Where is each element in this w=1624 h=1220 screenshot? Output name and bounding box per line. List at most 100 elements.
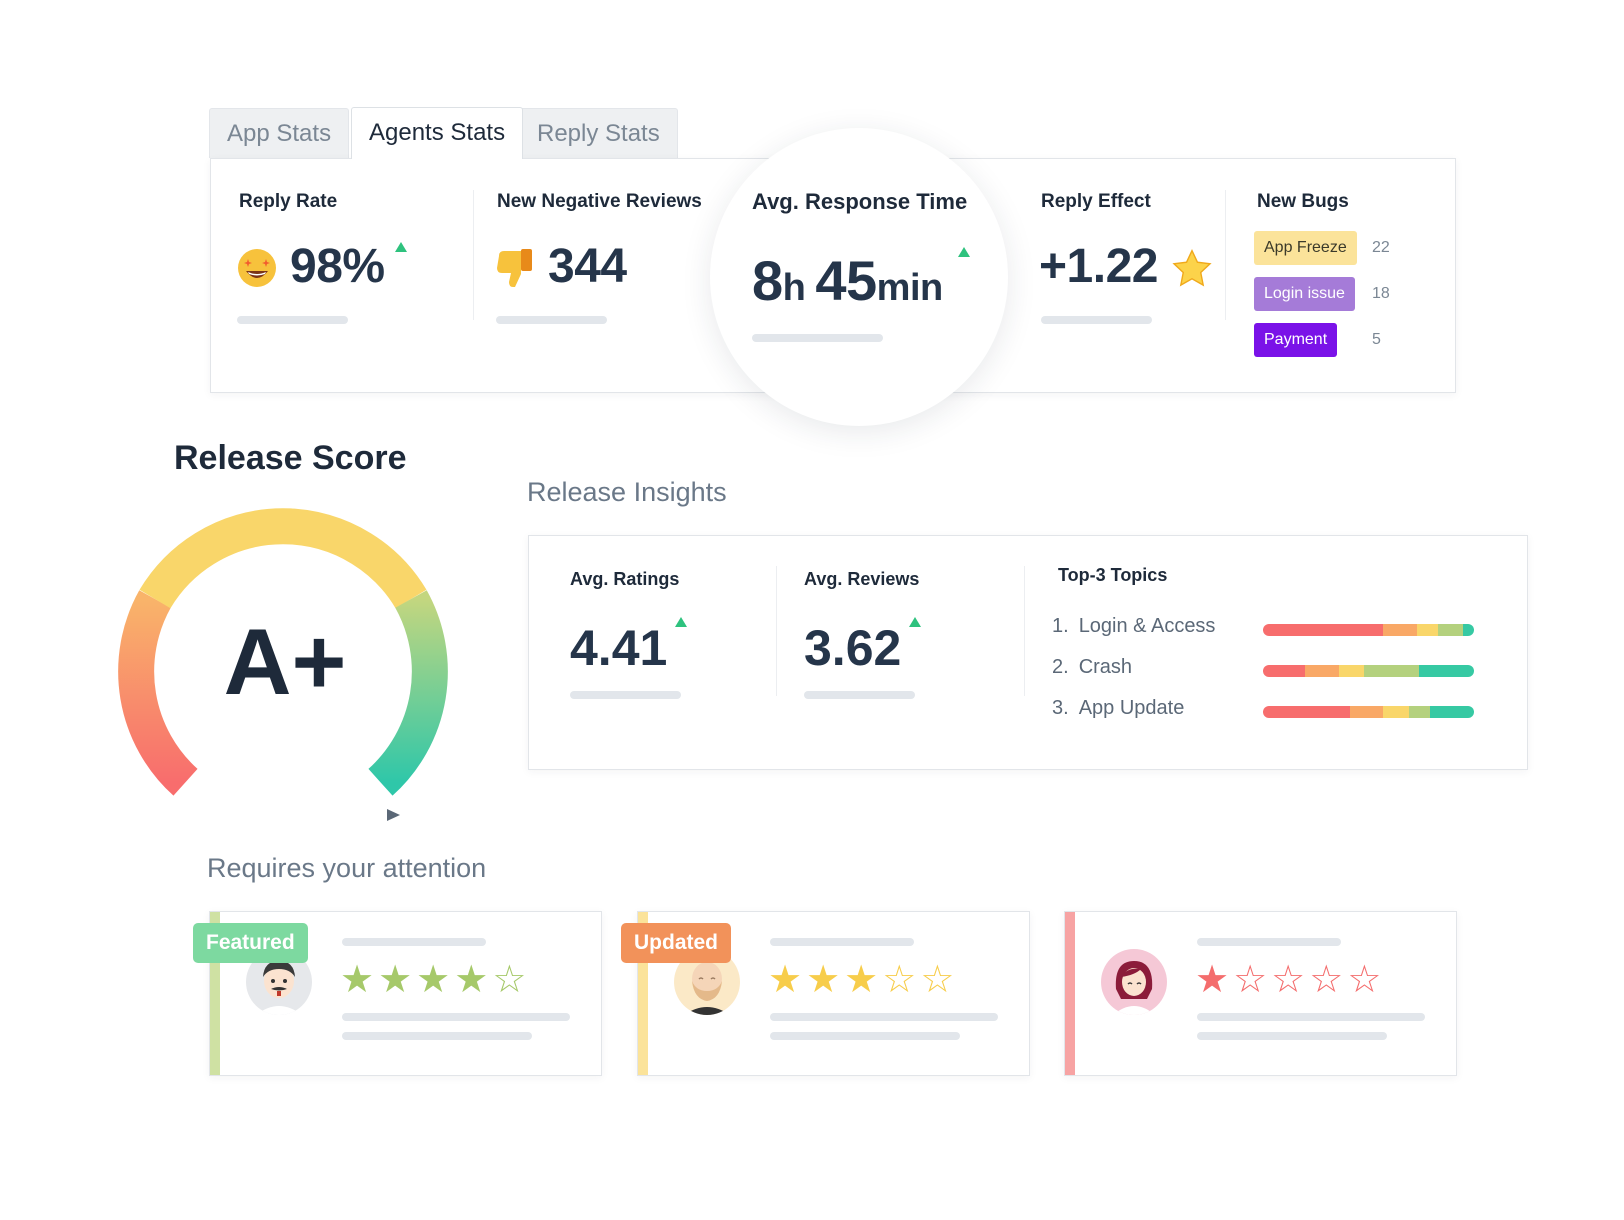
- new-bugs-label: New Bugs: [1257, 191, 1349, 212]
- star-filled-icon: ★: [806, 959, 845, 1001]
- skeleton-line: [237, 316, 348, 324]
- skeleton-line: [496, 316, 607, 324]
- response-time-value: 8h 45min: [752, 249, 943, 312]
- bar-segment: [1263, 665, 1306, 677]
- topic-row: 2. Crash: [1052, 656, 1132, 679]
- star-filled-icon: ★: [378, 959, 417, 1001]
- star-filled-icon: ★: [454, 959, 493, 1001]
- bar-segment: [1263, 706, 1350, 718]
- bar-segment: [1419, 665, 1474, 677]
- star-filled-icon: ★: [416, 959, 455, 1001]
- topic-row: 1. Login & Access: [1052, 615, 1215, 638]
- bug-count: 18: [1372, 285, 1390, 302]
- release-insights-panel: [528, 535, 1528, 770]
- topic-name: Crash: [1078, 656, 1133, 678]
- bug-tag[interactable]: Payment: [1254, 323, 1338, 357]
- bar-segment: [1463, 624, 1474, 636]
- star-filled-icon: ★: [1195, 959, 1234, 1001]
- release-score-title: Release Score: [174, 439, 407, 477]
- topic-name: App Update: [1078, 697, 1185, 719]
- reply-rate-label: Reply Rate: [239, 191, 338, 212]
- bug-tag[interactable]: App Freeze: [1254, 231, 1357, 265]
- divider: [473, 190, 474, 320]
- topic-sentiment-bar: [1263, 706, 1474, 718]
- avg-reviews-label: Avg. Reviews: [804, 569, 920, 589]
- negative-reviews-label: New Negative Reviews: [497, 191, 702, 212]
- skeleton-line: [770, 1013, 998, 1021]
- top-topics-label: Top-3 Topics: [1058, 565, 1168, 585]
- star-struck-emoji-icon: [236, 247, 278, 289]
- star-empty-icon: ☆: [1233, 959, 1272, 1001]
- skeleton-line: [342, 938, 486, 946]
- bug-tag[interactable]: Login issue: [1254, 277, 1355, 311]
- star-rating: ★★★☆☆: [768, 960, 958, 1000]
- avg-ratings-value: 4.41: [570, 620, 668, 676]
- skeleton-line: [1041, 316, 1152, 324]
- star-icon: [1171, 248, 1213, 290]
- topic-row: 3. App Update: [1052, 697, 1184, 720]
- star-empty-icon: ☆: [1347, 959, 1386, 1001]
- tab-agents-stats[interactable]: Agents Stats: [351, 107, 524, 159]
- topic-rank: 1.: [1052, 615, 1069, 637]
- topic-rank: 3.: [1052, 697, 1069, 719]
- release-score-gauge: [112, 500, 452, 830]
- card-stripe: [638, 912, 648, 1075]
- woman-avatar-icon: [1101, 949, 1167, 1015]
- bar-segment: [1305, 665, 1339, 677]
- status-badge: Featured: [193, 923, 308, 963]
- bug-count: 5: [1372, 331, 1381, 348]
- trend-up-icon: [395, 242, 407, 252]
- review-card[interactable]: ★☆☆☆☆: [1064, 911, 1457, 1076]
- divider: [1225, 190, 1226, 320]
- divider: [1024, 566, 1025, 696]
- bar-segment: [1349, 706, 1384, 718]
- star-rating: ★★★★☆: [340, 960, 530, 1000]
- review-card[interactable]: ★★★☆☆: [637, 911, 1030, 1076]
- reply-effect-label: Reply Effect: [1041, 191, 1151, 212]
- skeleton-line: [804, 691, 915, 699]
- skeleton-line: [770, 938, 914, 946]
- skeleton-line: [770, 1032, 960, 1040]
- thumbs-down-icon: [494, 246, 536, 290]
- response-time-highlight: [710, 128, 1008, 426]
- avg-reviews-value: 3.62: [804, 620, 902, 676]
- bar-segment: [1383, 706, 1409, 718]
- bar-segment: [1364, 665, 1420, 677]
- release-insights-title: Release Insights: [527, 477, 727, 507]
- card-stripe: [1065, 912, 1075, 1075]
- card-stripe: [210, 912, 220, 1075]
- avg-ratings-label: Avg. Ratings: [570, 569, 680, 589]
- skeleton-line: [752, 334, 883, 342]
- bar-segment: [1383, 624, 1418, 636]
- skeleton-line: [1197, 938, 1341, 946]
- skeleton-line: [1197, 1032, 1387, 1040]
- negative-reviews-value: 344: [548, 240, 627, 293]
- topic-sentiment-bar: [1263, 624, 1474, 636]
- release-grade: A+: [223, 609, 347, 714]
- star-empty-icon: ☆: [882, 959, 921, 1001]
- reply-effect-value: +1.22: [1039, 240, 1158, 293]
- bar-segment: [1429, 706, 1474, 718]
- bar-segment: [1438, 624, 1464, 636]
- tab-reply-stats[interactable]: Reply Stats: [519, 108, 678, 158]
- skeleton-line: [570, 691, 681, 699]
- response-time-label: Avg. Response Time: [752, 189, 968, 214]
- topic-name: Login & Access: [1078, 615, 1216, 637]
- skeleton-line: [342, 1032, 532, 1040]
- topic-rank: 2.: [1052, 656, 1069, 678]
- trend-up-icon: [675, 617, 687, 627]
- star-filled-icon: ★: [844, 959, 883, 1001]
- star-empty-icon: ☆: [920, 959, 959, 1001]
- bar-segment: [1263, 624, 1384, 636]
- star-empty-icon: ☆: [1271, 959, 1310, 1001]
- skeleton-line: [342, 1013, 570, 1021]
- skeleton-line: [1197, 1013, 1425, 1021]
- star-empty-icon: ☆: [1309, 959, 1348, 1001]
- bar-segment: [1408, 706, 1430, 718]
- review-card[interactable]: ★★★★☆: [209, 911, 602, 1076]
- status-badge: Updated: [621, 923, 731, 963]
- tab-app-stats[interactable]: App Stats: [209, 108, 350, 158]
- trend-up-icon: [909, 617, 921, 627]
- attention-title: Requires your attention: [207, 853, 487, 883]
- star-empty-icon: ☆: [492, 959, 531, 1001]
